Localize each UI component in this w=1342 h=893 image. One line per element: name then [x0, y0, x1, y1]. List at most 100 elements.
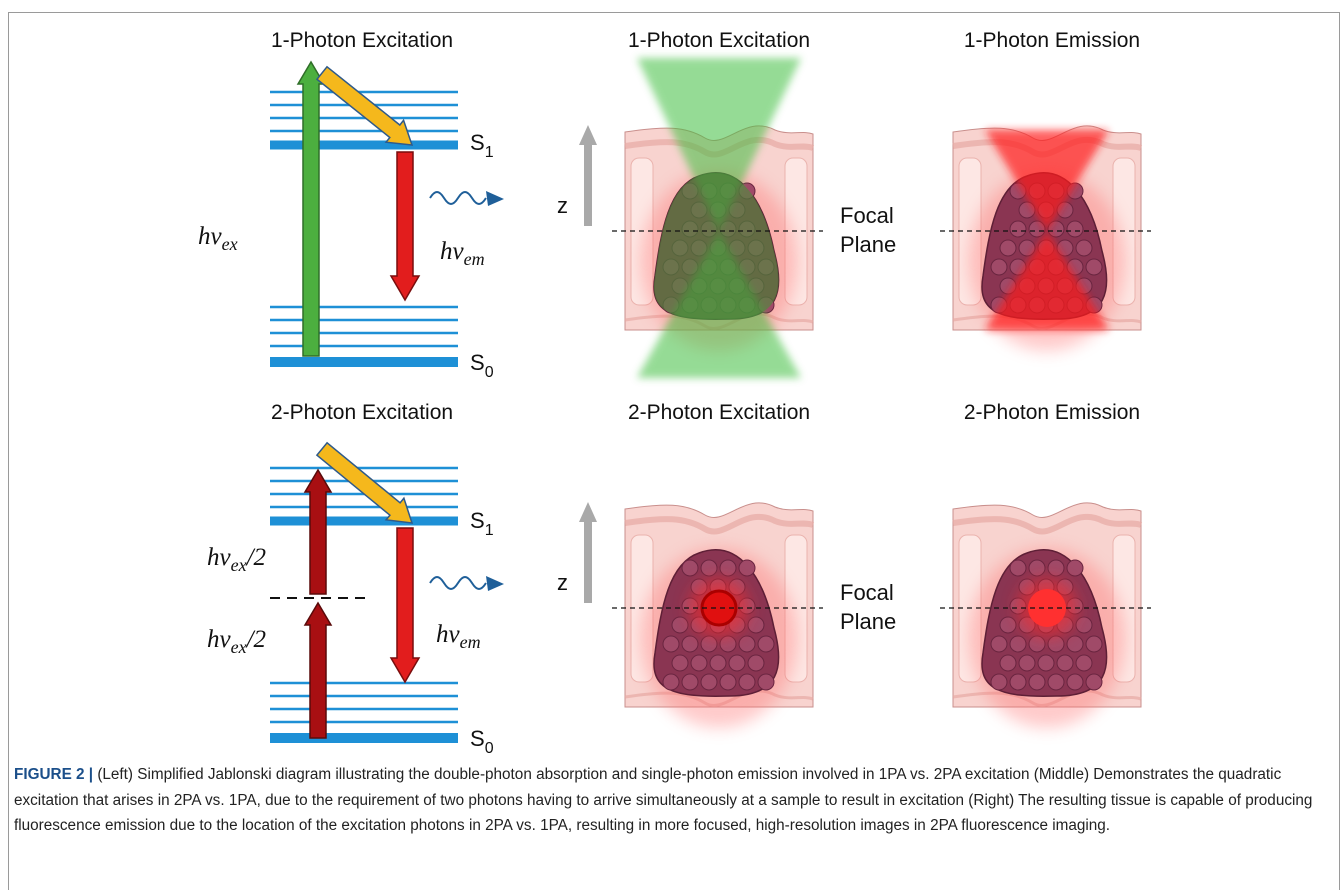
tumor-cell: [999, 654, 1017, 672]
tumor-cell: [1056, 654, 1074, 672]
tumor-cell: [738, 673, 756, 691]
tumor-cell: [662, 635, 680, 653]
math-label: hvem: [440, 238, 485, 269]
tumor-cell: [738, 559, 756, 577]
tissue-layer: [952, 513, 1143, 535]
tumor-cell: [1075, 616, 1093, 634]
tumor-cell: [681, 559, 699, 577]
energy-level: [270, 707, 458, 711]
arrow: [315, 441, 414, 524]
math-label: hvem: [436, 621, 481, 652]
focal-label: Focal: [840, 580, 894, 605]
caption-text: (Left) Simplified Jablonski diagram illu…: [14, 766, 1313, 834]
energy-level: [270, 720, 458, 724]
panel-title: 2-Photon Excitation: [271, 401, 453, 424]
focal-label: Plane: [840, 232, 896, 257]
tumor-cell: [990, 258, 1008, 276]
tumor-cell: [709, 654, 727, 672]
tumor-cell: [671, 654, 689, 672]
tumor-cell: [700, 559, 718, 577]
axis-label: z: [557, 193, 568, 218]
tumor-cell: [681, 673, 699, 691]
energy-level: [270, 318, 458, 322]
energy-level: [270, 466, 458, 470]
math-sub: em: [460, 632, 481, 652]
panel-title: 1-Photon Excitation: [271, 29, 453, 52]
tumor-cell: [747, 616, 765, 634]
tumor-cell: [1028, 220, 1046, 238]
tumor-cell: [990, 635, 1008, 653]
tumor-cell: [700, 673, 718, 691]
emission-wave-head: [486, 576, 504, 591]
tumor-cell: [1028, 673, 1046, 691]
tumor-cell: [1037, 654, 1055, 672]
tumor-cell: [719, 635, 737, 653]
focal-label: Focal: [840, 203, 894, 228]
tumor-cell: [738, 635, 756, 653]
emission-wave: [429, 576, 487, 590]
state-sub: 1: [485, 144, 494, 161]
tumor-cell: [757, 673, 775, 691]
math-base: hv: [198, 223, 223, 250]
tumor-cell: [747, 654, 765, 672]
tissue-layer: [624, 513, 815, 535]
tumor-tint: [653, 172, 779, 320]
math-label: hvex: [198, 223, 238, 254]
emission-wave-head: [486, 191, 504, 206]
tumor-cell: [719, 673, 737, 691]
energy-level: [270, 331, 458, 335]
panel-title: 1-Photon Excitation: [628, 29, 810, 52]
focal-label: Plane: [840, 609, 896, 634]
arrow-group: [315, 441, 504, 684]
tumor-cell: [1066, 635, 1084, 653]
tumor-cell: [700, 635, 718, 653]
energy-level: [270, 357, 458, 367]
panel-title: 1-Photon Emission: [964, 29, 1140, 52]
arrow: [303, 468, 333, 595]
state-sub: 1: [485, 522, 494, 539]
tumor-cell: [1009, 635, 1027, 653]
arrow: [579, 502, 597, 603]
tumor-cell: [1085, 258, 1103, 276]
energy-level: [270, 116, 458, 120]
tumor-cell: [990, 673, 1008, 691]
state-letter: S: [470, 508, 485, 533]
state-label: S0: [470, 350, 494, 381]
caption-label: FIGURE 2 |: [14, 766, 94, 783]
math-sub: ex: [231, 637, 247, 657]
figure-frame: [8, 12, 1340, 890]
emission-cone: [985, 231, 1109, 330]
tumor-cell: [671, 616, 689, 634]
energy-level: [270, 140, 458, 150]
energy-level: [270, 90, 458, 94]
arrow: [296, 60, 326, 357]
state-sub: 0: [485, 364, 494, 381]
state-letter: S: [470, 130, 485, 155]
math-base: hv: [207, 626, 232, 653]
math-base: hv: [436, 621, 461, 648]
energy-level: [270, 694, 458, 698]
caption: FIGURE 2 | (Left) Simplified Jablonski d…: [14, 762, 1330, 839]
tumor-cell: [1009, 673, 1027, 691]
tumor-cell: [728, 654, 746, 672]
arrow: [303, 601, 333, 739]
tumor-cell: [1009, 220, 1027, 238]
state-label: S0: [470, 726, 494, 757]
axis-label: z: [557, 570, 568, 595]
math-sub: ex: [222, 234, 238, 254]
tumor-cell: [1009, 559, 1027, 577]
tumor-cell: [999, 239, 1017, 257]
state-label: S1: [470, 130, 494, 161]
energy-level: [270, 733, 458, 743]
math-base: hv: [207, 544, 232, 571]
tumor-cell: [999, 616, 1017, 634]
math-label: hvex/2: [207, 544, 266, 575]
tumor-cell: [690, 654, 708, 672]
arrow: [579, 125, 597, 226]
tumor-cell: [1047, 559, 1065, 577]
tumor-cell: [1075, 239, 1093, 257]
emission-cone: [985, 130, 1109, 231]
math-suffix: /2: [245, 544, 266, 571]
tumor-cell: [1066, 559, 1084, 577]
